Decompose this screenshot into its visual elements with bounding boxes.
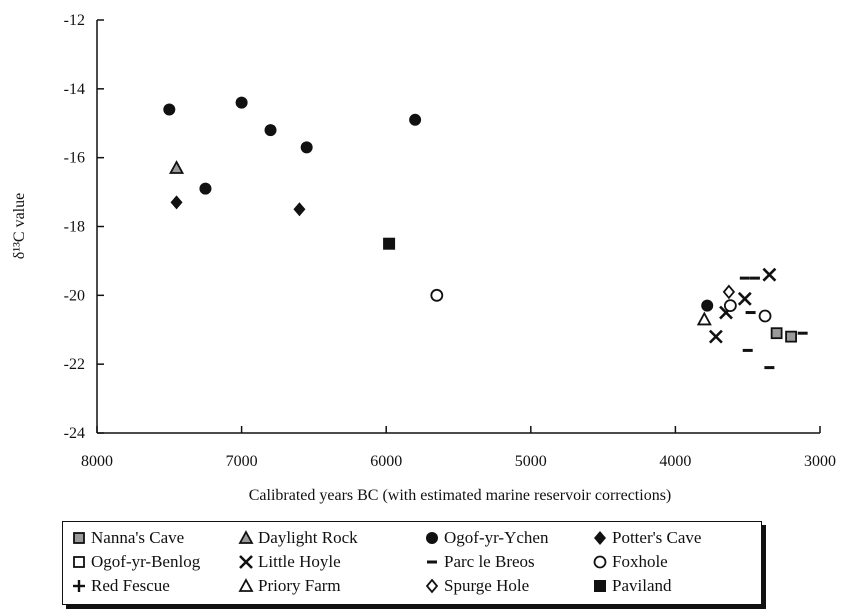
x-tick-label: 5000 (515, 453, 547, 470)
point-ogof-yr-ychen (409, 113, 422, 126)
legend-marker (73, 556, 85, 568)
point-nanna-s-cave (785, 330, 797, 343)
legend-item: Red Fescue (71, 574, 238, 598)
legend-marker (239, 555, 253, 569)
legend-item: Daylight Rock (238, 526, 424, 550)
legend-marker (426, 532, 438, 544)
point-ogof-yr-ychen (701, 299, 714, 312)
legend-marker-icon (426, 532, 438, 544)
axes: -12 -14 -16 -18 -20 -22 -24 8000 7000 6000 5000 400… (64, 12, 836, 470)
legend-marker-icon (239, 555, 253, 569)
legend-marker-icon (427, 560, 437, 564)
point-little-hoyle (737, 291, 752, 306)
point-ogof-yr-ychen (300, 141, 313, 154)
point-foxhole (723, 299, 737, 313)
point-nanna-s-cave (770, 327, 783, 340)
point-paviland (383, 237, 396, 250)
point-priory-farm (696, 311, 712, 326)
legend-marker-icon (593, 555, 607, 569)
legend-item: Little Hoyle (238, 550, 424, 574)
x-tick-label: 8000 (81, 453, 113, 470)
legend-label: Paviland (612, 576, 672, 595)
legend-marker-icon (238, 578, 254, 592)
legend-item: Potter's Cave (592, 526, 762, 550)
legend-item: Priory Farm (238, 574, 424, 598)
x-tick-label: 4000 (659, 453, 691, 470)
x-tick-label: 7000 (226, 453, 258, 470)
legend-label: Nanna's Cave (91, 528, 185, 547)
point-potter-s-cave (293, 202, 306, 217)
point-foxhole (758, 309, 772, 323)
x-axis-title: Calibrated years BC (with estimated mari… (249, 487, 672, 504)
legend-marker (73, 580, 85, 592)
legend-item: Paviland (592, 574, 762, 598)
legend-marker (425, 578, 439, 594)
legend-label: Potter's Cave (612, 528, 702, 547)
legend-item: Foxhole (592, 550, 762, 574)
legend-item: Ogof-yr-Benlog (71, 550, 238, 574)
legend-marker-icon (73, 556, 85, 568)
y-tick-label: -24 (64, 425, 85, 442)
point-ogof-yr-ychen (235, 96, 248, 109)
point-ogof-yr-ychen (163, 103, 176, 116)
x-tick-label: 6000 (370, 453, 402, 470)
point-little-hoyle (708, 329, 723, 344)
legend-marker (593, 555, 607, 569)
legend-item: Ogof-yr-Ychen (424, 526, 592, 550)
legend-label: Parc le Breos (444, 552, 535, 571)
y-tick-label: -14 (64, 81, 85, 98)
legend-label: Priory Farm (258, 576, 341, 595)
legend-marker-icon (594, 531, 606, 545)
legend-label: Foxhole (612, 552, 668, 571)
legend-item: Spurge Hole (424, 574, 592, 598)
y-tick-label: -18 (64, 219, 85, 236)
legend-marker (238, 578, 254, 592)
point-foxhole (430, 288, 444, 302)
point-ogof-yr-ychen (199, 182, 212, 195)
legend-label: Little Hoyle (258, 552, 341, 571)
data-points (163, 96, 808, 370)
legend-label: Spurge Hole (444, 576, 530, 595)
y-tick-label: -20 (64, 287, 85, 304)
legend-marker (594, 531, 606, 545)
legend-label: Daylight Rock (258, 528, 358, 547)
legend: Nanna's Cave Daylight Rock Ogof-yr-Ychen Po… (62, 521, 762, 605)
legend-marker-icon (73, 532, 85, 544)
point-spurge-hole (722, 284, 736, 300)
legend-label: Ogof-yr-Benlog (91, 552, 201, 571)
legend-marker-icon (73, 580, 85, 592)
legend-item: Parc le Breos (424, 550, 592, 574)
y-tick-label: -12 (64, 12, 85, 29)
legend-marker (594, 580, 606, 592)
legend-marker-icon (425, 578, 439, 594)
scatter-chart: -12 -14 -16 -18 -20 -22 -24 8000 7000 6000 5000 400… (11, 12, 836, 504)
legend-item: Nanna's Cave (71, 526, 238, 550)
legend-marker (73, 532, 85, 544)
y-tick-label: -16 (64, 150, 85, 167)
x-tick-label: 3000 (804, 453, 836, 470)
legend-label: Red Fescue (91, 576, 170, 595)
legend-marker (238, 530, 254, 544)
legend-marker-icon (594, 580, 606, 592)
y-tick-label: -22 (64, 356, 85, 373)
y-axis-title: δ¹³C value (11, 193, 28, 259)
legend-label: Ogof-yr-Ychen (444, 528, 549, 547)
legend-grid: Nanna's Cave Daylight Rock Ogof-yr-Ychen Po… (63, 522, 761, 598)
point-daylight-rock (169, 160, 185, 174)
point-potter-s-cave (170, 195, 183, 210)
legend-marker-icon (238, 530, 254, 544)
point-little-hoyle (762, 267, 777, 282)
point-ogof-yr-ychen (264, 124, 277, 137)
